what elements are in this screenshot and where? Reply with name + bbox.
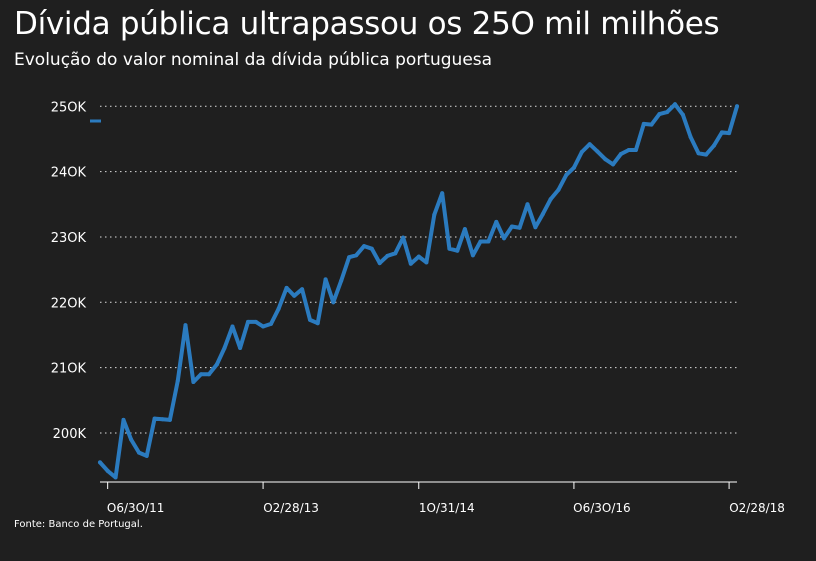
data-point [331, 300, 336, 305]
data-point [253, 319, 258, 324]
data-point [214, 362, 219, 367]
data-point [673, 102, 677, 107]
data-point [207, 372, 211, 377]
x-tick-label: 1O/31/14 [419, 501, 475, 515]
data-point [486, 239, 491, 244]
y-tick-label: 21OK [51, 362, 87, 377]
data-point [540, 212, 545, 217]
data-point [509, 224, 514, 229]
data-point [735, 104, 739, 109]
data-point [167, 417, 172, 422]
data-point [191, 380, 196, 384]
data-point [727, 131, 732, 136]
data-point [432, 212, 437, 217]
data-point [238, 346, 243, 350]
series-line [98, 102, 739, 480]
data-point [680, 112, 685, 117]
data-point [556, 187, 561, 192]
data-point [377, 261, 382, 266]
data-point [502, 236, 506, 241]
data-point [564, 172, 569, 177]
data-point [113, 475, 118, 480]
data-point [626, 148, 631, 152]
data-point [657, 112, 662, 117]
data-point [323, 277, 328, 282]
data-point [300, 287, 305, 292]
data-point [571, 165, 576, 170]
data-point [246, 319, 250, 324]
data-point [696, 151, 701, 156]
data-point [308, 317, 312, 322]
data-point [579, 150, 584, 154]
data-point [284, 285, 289, 290]
data-point [408, 261, 413, 266]
data-point [440, 191, 445, 196]
data-point [121, 417, 126, 422]
y-tick-label: 23OK [51, 231, 87, 246]
data-point [641, 121, 646, 126]
data-point [369, 246, 374, 251]
data-point [269, 321, 273, 326]
data-point [261, 324, 266, 329]
data-point [354, 253, 359, 258]
data-point [455, 248, 460, 253]
data-point [611, 162, 615, 167]
data-point [347, 255, 352, 260]
data-point [665, 110, 670, 115]
x-tick-label: O2/28/13 [263, 501, 319, 515]
data-point [339, 278, 344, 283]
data-point [649, 122, 654, 127]
data-point [160, 417, 165, 422]
chart-subtitle: Evolução do valor nominal da dívida públ… [14, 50, 493, 70]
data-point [315, 321, 320, 326]
source-note: Fonte: Banco de Portugal. [14, 519, 143, 530]
data-point [385, 253, 390, 258]
data-point [478, 239, 483, 244]
data-point [719, 130, 724, 135]
data-point [144, 453, 149, 458]
data-point [129, 437, 134, 442]
data-point [424, 260, 429, 265]
data-point [712, 143, 716, 148]
data-point [276, 306, 281, 311]
data-point [603, 157, 608, 162]
x-tick-label: O6/3O/16 [573, 501, 631, 515]
data-point [401, 235, 406, 240]
data-point [470, 253, 475, 258]
y-tick-label: 25OK [51, 100, 87, 115]
data-point [152, 416, 157, 421]
data-point [222, 346, 227, 350]
y-tick-label: 200K [53, 427, 87, 442]
x-tick-label: O2/28/18 [729, 501, 785, 515]
data-point [230, 324, 235, 329]
data-point [98, 460, 102, 465]
y-tick-label: 24OK [51, 166, 87, 181]
data-point [175, 378, 180, 383]
y-tick-label: 22OK [51, 296, 87, 311]
data-point [292, 293, 297, 298]
x-tick-label: O6/3O/11 [107, 501, 165, 515]
data-point [618, 152, 623, 156]
data-point [199, 372, 204, 377]
data-point [587, 142, 592, 147]
data-point [533, 225, 538, 230]
data-point [137, 450, 141, 455]
data-point [548, 197, 553, 202]
data-point [362, 244, 367, 249]
data-point [105, 468, 110, 473]
data-point [595, 149, 600, 154]
data-point [525, 202, 530, 207]
data-point [183, 323, 188, 328]
data-point [688, 135, 693, 139]
chart-title: Dívida pública ultrapassou os 25O mil mi… [14, 6, 720, 42]
data-point [633, 148, 638, 152]
data-point [393, 251, 398, 256]
data-point [416, 254, 421, 259]
data-point [462, 227, 467, 232]
data-point [447, 246, 452, 251]
data-point [704, 152, 709, 157]
data-point [517, 225, 522, 230]
data-point [494, 219, 499, 224]
